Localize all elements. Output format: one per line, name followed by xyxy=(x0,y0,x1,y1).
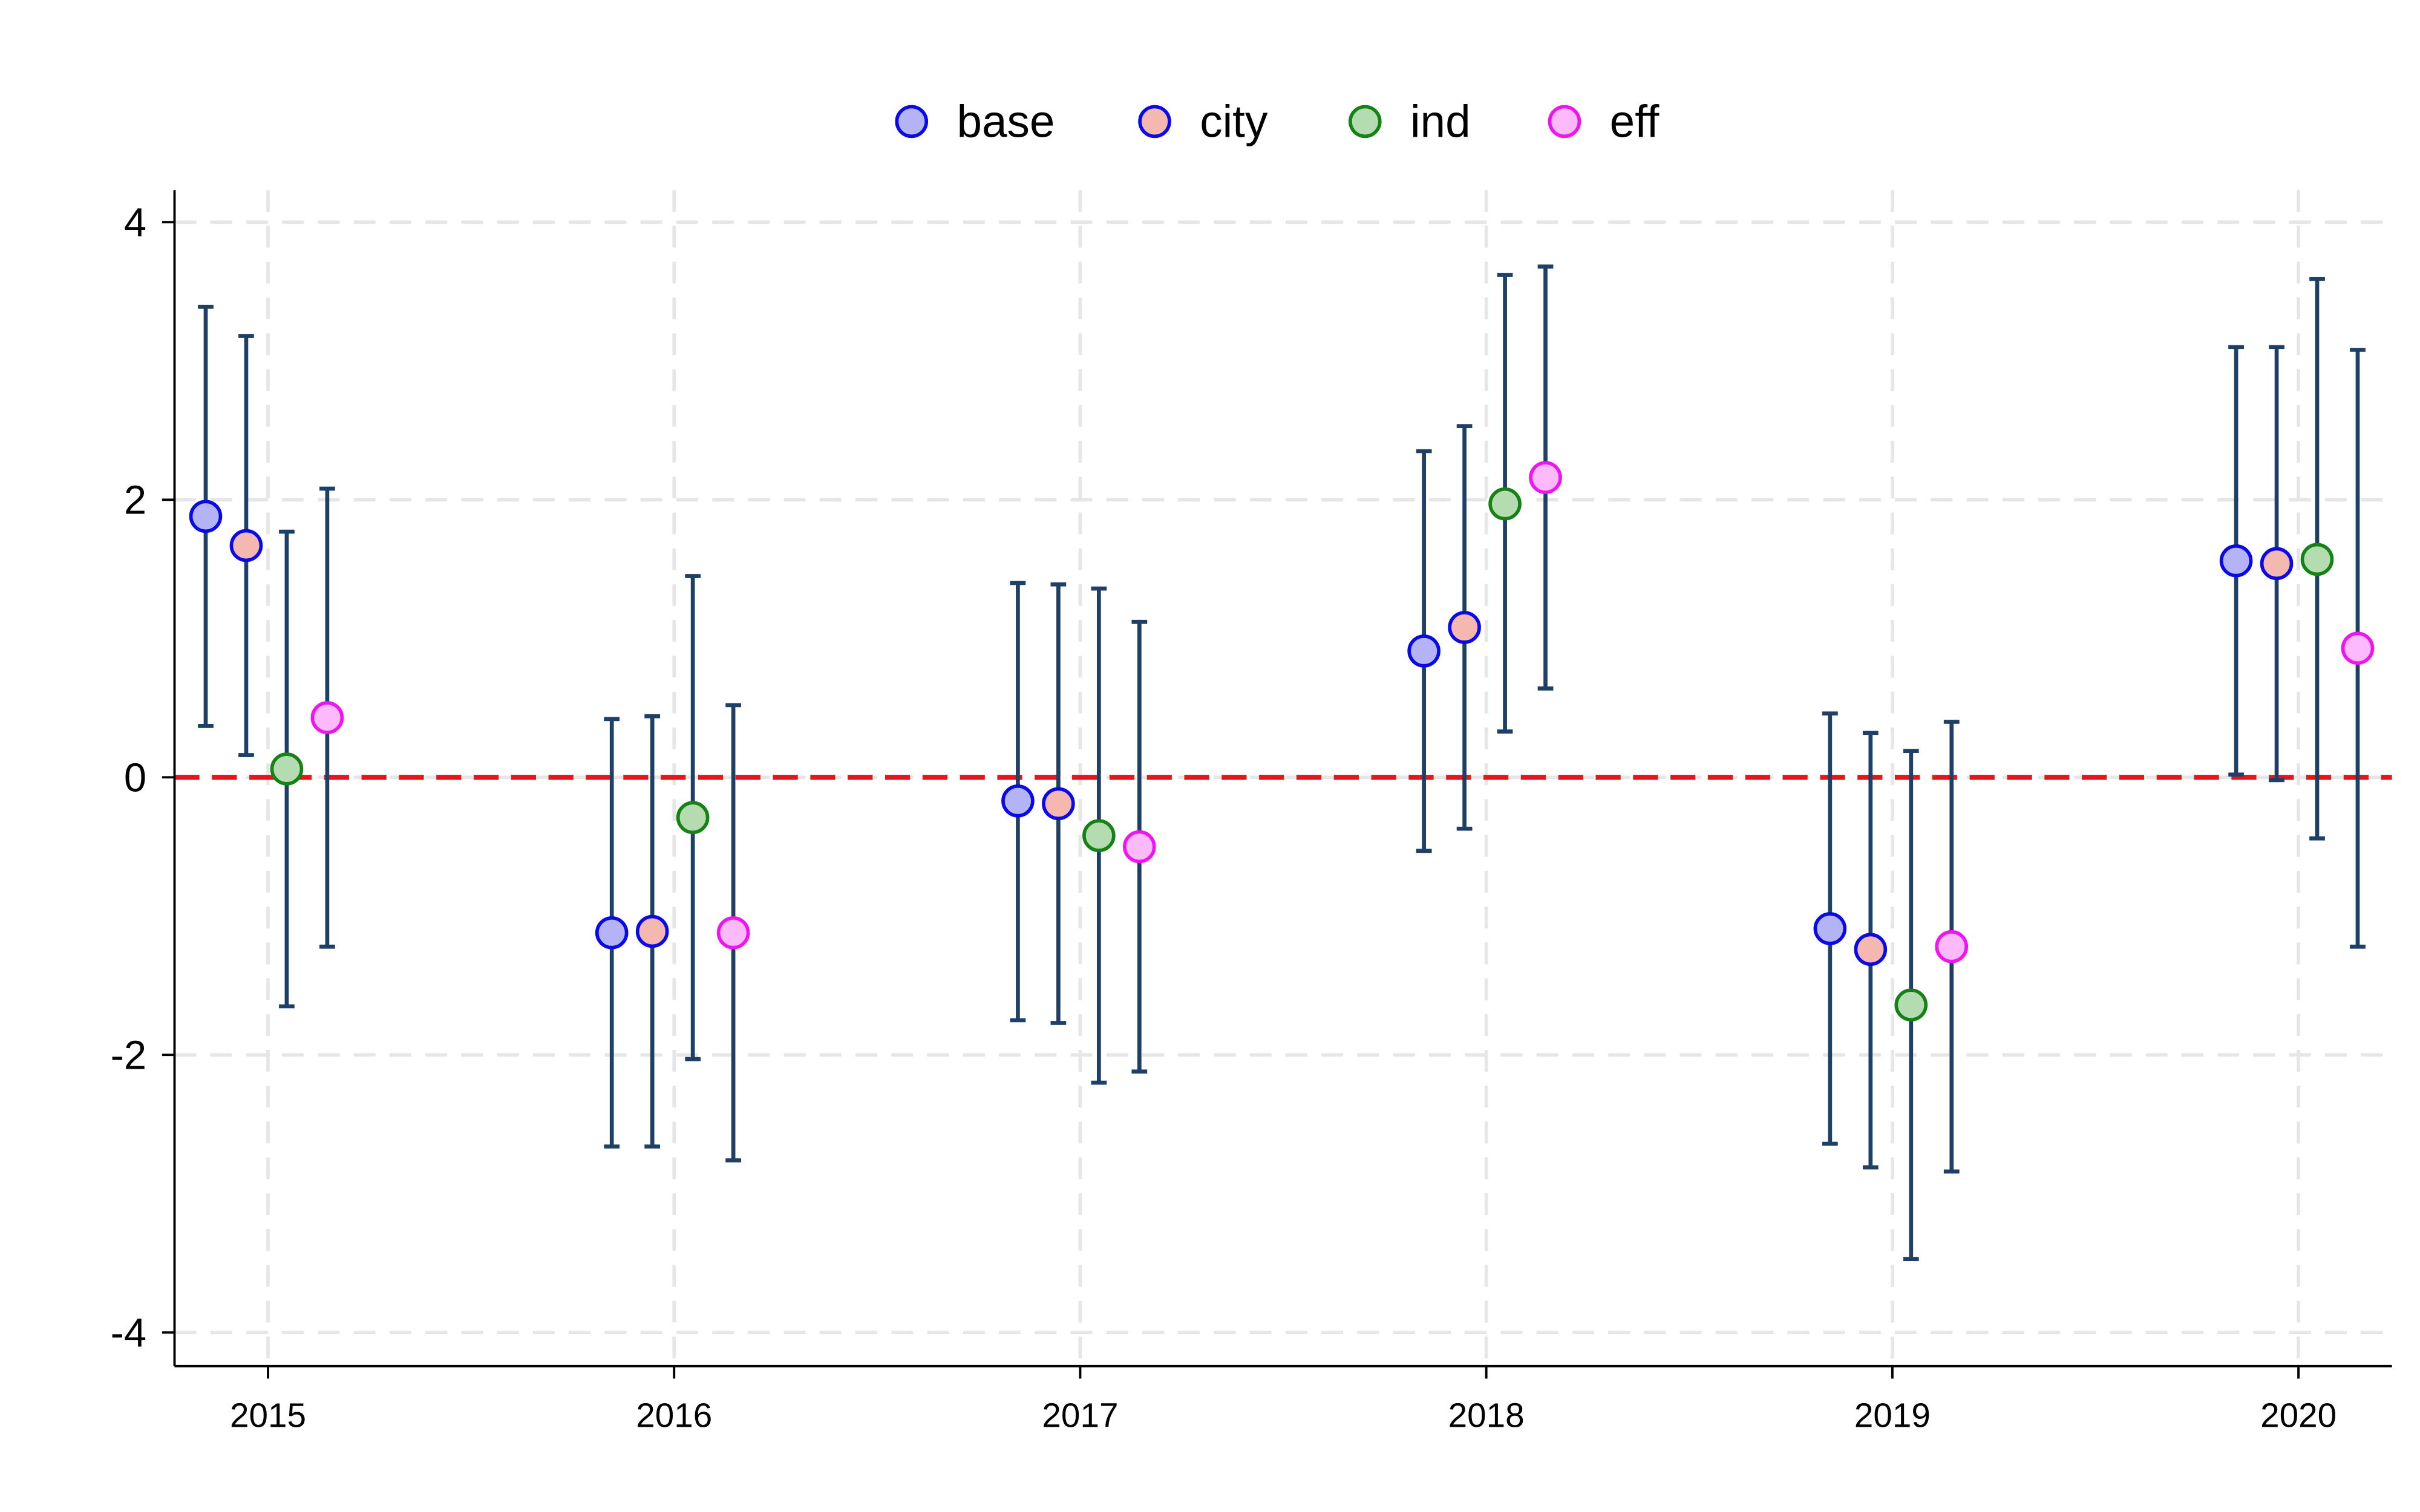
point-ind xyxy=(1894,988,1928,1022)
y-tick-label: -2 xyxy=(111,1032,147,1078)
point-eff xyxy=(1123,830,1156,864)
point-city xyxy=(1854,933,1888,966)
point-eff xyxy=(716,916,750,950)
point-ind xyxy=(1488,487,1522,521)
legend: base city ind eff xyxy=(895,96,1660,147)
y-axis-ticks: 4 2 0 -2 -4 xyxy=(111,200,175,1355)
legend-marker-ind xyxy=(1348,105,1382,138)
point-eff xyxy=(310,701,344,734)
point-eff xyxy=(2341,631,2375,665)
x-tick-label: 2020 xyxy=(2260,1396,2337,1435)
point-estimates xyxy=(189,461,2375,1022)
point-ind xyxy=(676,801,710,835)
point-base xyxy=(1813,912,1847,945)
point-base xyxy=(189,500,223,533)
point-ind xyxy=(270,752,304,786)
y-tick-label: 0 xyxy=(124,755,146,800)
x-tick-label: 2015 xyxy=(230,1396,306,1435)
point-base xyxy=(595,916,629,950)
legend-marker-city xyxy=(1138,105,1171,138)
y-tick-label: -4 xyxy=(111,1310,147,1355)
point-base xyxy=(1407,634,1441,668)
point-city xyxy=(229,529,263,562)
legend-label-ind: ind xyxy=(1410,96,1471,147)
point-eff xyxy=(1935,930,1969,963)
y-tick-label: 4 xyxy=(124,200,146,245)
x-tick-label: 2017 xyxy=(1042,1396,1118,1435)
y-tick-label: 2 xyxy=(124,477,146,523)
legend-label-eff: eff xyxy=(1610,96,1660,147)
x-axis-ticks: 2015 2016 2017 2018 2019 2020 xyxy=(230,1366,2337,1435)
x-tick-label: 2018 xyxy=(1448,1396,1525,1435)
point-city xyxy=(2260,547,2294,581)
point-ind xyxy=(2300,543,2334,576)
legend-label-city: city xyxy=(1200,96,1268,147)
legend-label-base: base xyxy=(957,96,1055,147)
point-base xyxy=(1001,784,1035,818)
x-tick-label: 2016 xyxy=(636,1396,712,1435)
point-city xyxy=(1448,611,1481,644)
legend-marker-base xyxy=(895,105,929,138)
legend-marker-eff xyxy=(1548,105,1581,138)
point-city xyxy=(635,914,669,948)
point-ind xyxy=(1082,819,1116,852)
point-city xyxy=(1042,787,1075,821)
point-base xyxy=(2219,544,2253,578)
x-tick-label: 2019 xyxy=(1854,1396,1931,1435)
point-eff xyxy=(1529,461,1562,494)
